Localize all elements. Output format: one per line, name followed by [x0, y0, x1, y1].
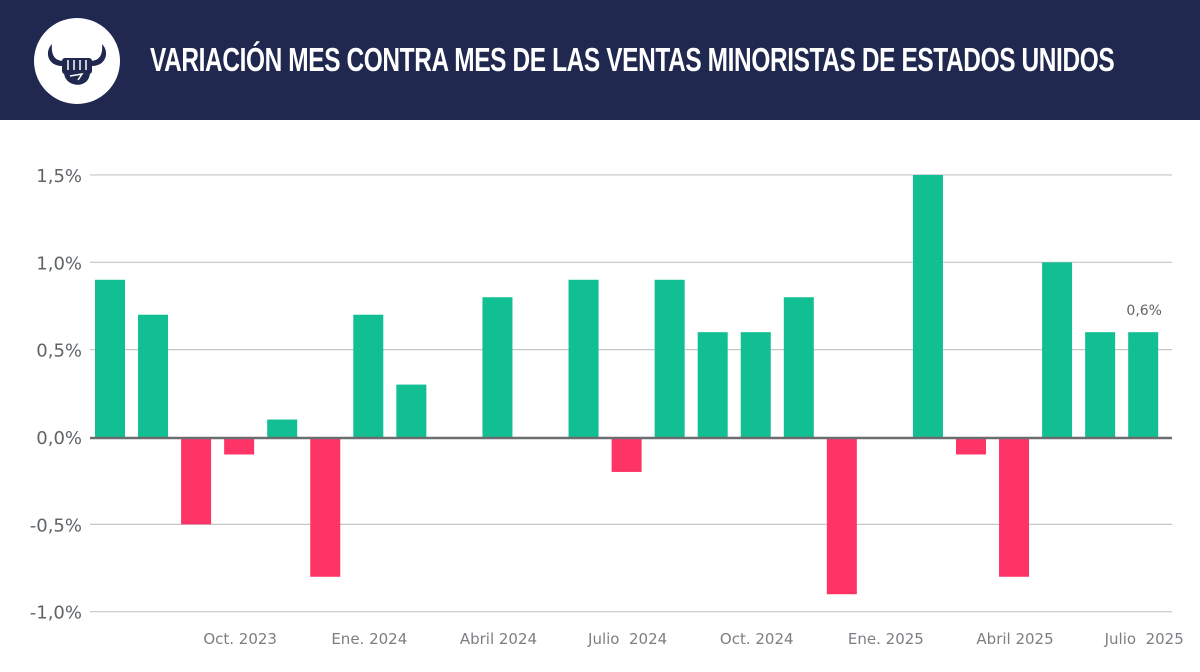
x-tick-label: Ene. 2024 [331, 630, 407, 648]
y-tick-label: -1,0% [30, 603, 82, 624]
y-tick-label: 0,5% [36, 341, 82, 362]
y-tick-label: -0,5% [30, 515, 82, 536]
bar-negative [310, 437, 341, 577]
bar-positive [697, 332, 728, 437]
bar-negative [999, 437, 1030, 577]
x-tick-label: Julio 2025 [1104, 630, 1184, 648]
y-tick-label: 0,0% [36, 428, 82, 449]
y-tick-label: 1,0% [36, 253, 82, 274]
x-tick-label: Oct. 2023 [203, 630, 277, 648]
bar-positive [654, 279, 685, 437]
x-axis-ticks: Oct. 2023 Ene. 2024 Abril 2024 Julio 2024 Oc… [203, 630, 1183, 648]
grid-lines [90, 174, 1172, 613]
bar-positive [353, 314, 384, 437]
x-tick-label: Ene. 2025 [848, 630, 924, 648]
x-tick-label: Julio 2024 [587, 630, 667, 648]
bar-negative [224, 437, 255, 455]
bar-positive [138, 314, 169, 437]
bar-positive [1042, 262, 1073, 437]
bar-negative [611, 437, 642, 472]
bar-positive [568, 279, 599, 437]
bar-positive [396, 384, 427, 437]
bar-positive [1085, 332, 1116, 437]
bull-fist-logo-icon [47, 44, 107, 85]
bar-positive [740, 332, 771, 437]
data-label: 0,6% [1126, 303, 1162, 319]
y-tick-label: 1,5% [36, 166, 82, 187]
bar-positive [267, 419, 298, 437]
x-tick-label: Abril 2024 [460, 630, 537, 648]
bar-negative [956, 437, 986, 455]
header-bar: VARIACIÓN MES CONTRA MES DE LAS VENTAS M… [0, 0, 1200, 120]
bar-chart: 1,5% 1,0% 0,5% 0,0% -0,5% -1,0% Oct. 2023 Ene.… [30, 166, 1184, 648]
x-tick-label: Abril 2025 [976, 630, 1053, 648]
bar-negative [826, 437, 857, 595]
bar-positive [95, 279, 125, 437]
x-tick-label: Oct. 2024 [720, 630, 794, 648]
annotations: 0,6% [1126, 303, 1162, 319]
chart-title: VARIACIÓN MES CONTRA MES DE LAS VENTAS M… [150, 41, 1115, 78]
bar-positive [482, 297, 513, 437]
bar-positive [912, 174, 943, 437]
y-axis-ticks: 1,5% 1,0% 0,5% 0,0% -0,5% -1,0% [30, 166, 82, 624]
bar-positive [783, 297, 814, 437]
bars [95, 174, 1159, 595]
bar-negative [181, 437, 212, 525]
bar-positive [1128, 332, 1159, 437]
logo [34, 18, 120, 104]
